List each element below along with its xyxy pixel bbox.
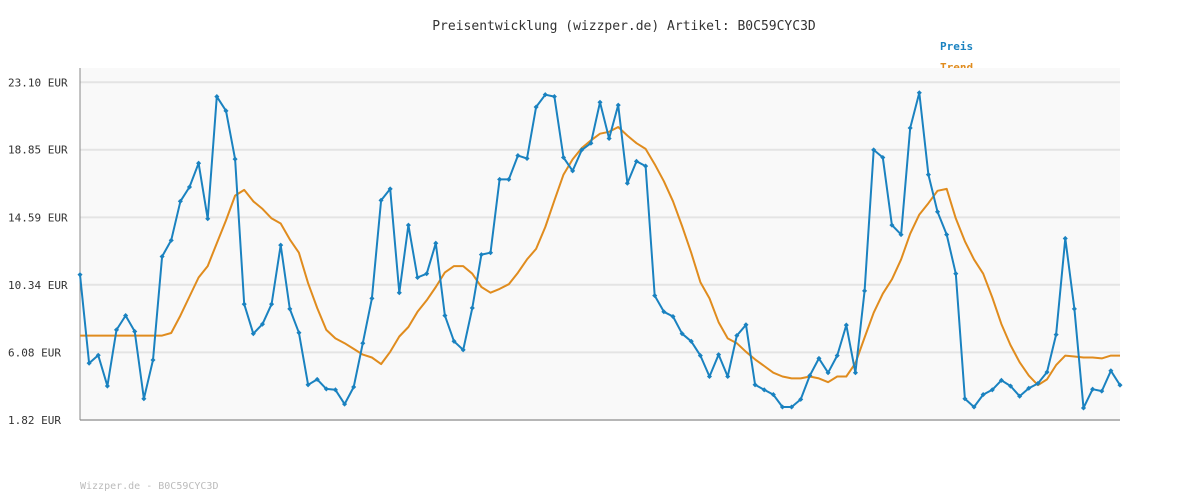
preis-point — [1117, 382, 1123, 388]
preis-point — [998, 377, 1004, 383]
y-axis-ticks: 1.82 EUR 6.08 EUR 10.34 EUR 14.59 EUR 18.85 … — [8, 76, 68, 427]
preis-point — [953, 271, 959, 277]
preis-point — [186, 184, 193, 190]
preis-point — [259, 321, 266, 327]
preis-point — [196, 160, 202, 166]
preis-point — [442, 313, 448, 319]
preis-point — [123, 313, 129, 319]
preis-point — [670, 313, 676, 320]
preis-point — [314, 376, 320, 382]
preis-point — [451, 338, 457, 344]
preis-point — [323, 386, 329, 392]
preis-point — [168, 237, 174, 243]
preis-point — [515, 153, 521, 159]
y-tick-label: 23.10 EUR — [8, 76, 68, 89]
preis-point — [132, 328, 138, 334]
preis-point — [497, 176, 503, 182]
preis-point — [305, 382, 311, 388]
preis-point — [278, 242, 284, 248]
preis-point — [159, 253, 165, 260]
preis-point — [880, 154, 886, 161]
preis-point — [223, 108, 229, 114]
y-tick-label: 6.08 EUR — [8, 346, 61, 359]
preis-point — [706, 373, 713, 380]
preis-point — [369, 295, 375, 301]
preis-point — [725, 373, 731, 380]
preis-point — [241, 301, 247, 307]
axes — [79, 68, 1120, 421]
preis-point — [934, 209, 941, 215]
preis-point — [469, 305, 475, 311]
preis-point — [232, 156, 238, 162]
preis-point — [834, 353, 840, 359]
preis-point — [752, 382, 758, 388]
preis-point — [1007, 383, 1014, 389]
preis-point — [1062, 235, 1068, 241]
y-tick-label: 14.59 EUR — [8, 211, 68, 224]
preis-point — [761, 387, 767, 393]
preis-point — [150, 357, 156, 363]
preis-point — [734, 333, 740, 339]
y-tick-label: 18.85 EUR — [8, 144, 68, 157]
preis-point — [770, 392, 776, 398]
y-tick-label: 1.82 EUR — [8, 414, 61, 427]
preis-point — [342, 401, 348, 407]
preis-point — [579, 147, 585, 153]
preis-point — [405, 222, 411, 228]
preis-point — [332, 387, 338, 393]
preis-point — [716, 352, 722, 358]
preis-point — [825, 370, 831, 376]
series-line-trend — [80, 126, 1120, 387]
preis-point — [177, 198, 183, 204]
preis-point — [1108, 368, 1114, 374]
preis-point — [414, 274, 421, 281]
preis-point — [1017, 393, 1023, 399]
preis-point — [250, 331, 256, 337]
preis-point — [296, 330, 302, 336]
plot-background — [80, 68, 1120, 420]
chart-title: Preisentwicklung (wizzper.de) Artikel: B… — [432, 19, 816, 34]
preis-point — [424, 271, 430, 277]
preis-point — [141, 396, 147, 402]
preis-point — [287, 306, 293, 312]
preis-point — [396, 290, 402, 296]
legend-preis: Preis — [940, 40, 974, 53]
preis-point — [460, 347, 466, 353]
preis-point — [378, 197, 384, 203]
preis-point — [989, 387, 995, 393]
preis-point — [925, 172, 931, 178]
preis-point — [944, 232, 950, 238]
preis-point — [852, 370, 858, 376]
preis-point — [269, 301, 275, 307]
preis-point — [433, 240, 439, 246]
preis-point — [205, 216, 211, 222]
preis-point — [360, 340, 366, 346]
preis-point — [697, 353, 703, 359]
preis-point — [871, 147, 877, 153]
preis-point — [560, 154, 567, 161]
preis-point — [980, 392, 986, 398]
footer-watermark: Wizzper.de - B0C59CYC3D — [80, 481, 219, 492]
preis-point — [688, 338, 694, 344]
preis-point — [351, 384, 357, 390]
preis-point — [798, 396, 804, 402]
y-tick-label: 10.34 EUR — [8, 279, 68, 292]
preis-point — [1053, 332, 1059, 338]
